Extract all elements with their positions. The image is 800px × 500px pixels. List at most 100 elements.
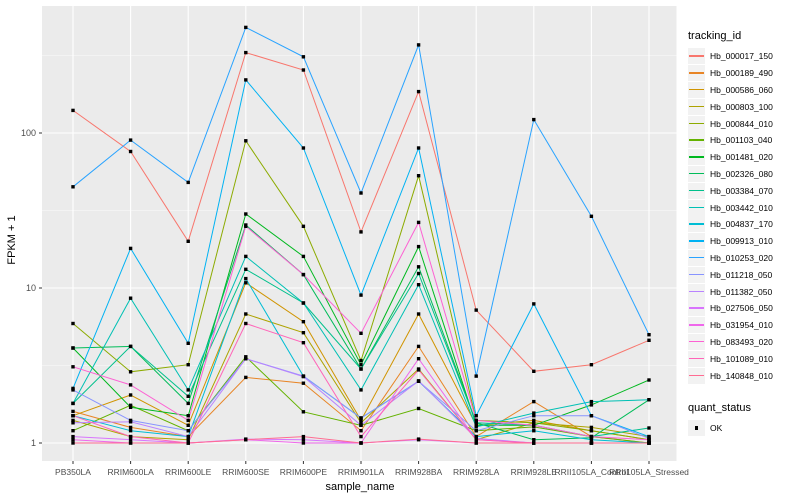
data-point xyxy=(128,405,133,409)
data-point xyxy=(474,421,478,425)
legend-key-line-icon xyxy=(689,88,704,91)
data-point xyxy=(301,331,306,335)
data-point xyxy=(71,438,75,442)
data-point xyxy=(416,265,421,269)
legend-key-line-icon xyxy=(689,374,704,376)
data-point xyxy=(71,401,75,406)
legend-key-box xyxy=(688,266,705,283)
legend-item-label: Hb_011218_050 xyxy=(710,269,773,280)
quant-status-legend: quant_status OK xyxy=(688,402,800,437)
data-point xyxy=(244,254,248,259)
legend-item-label: Hb_009913_010 xyxy=(710,236,773,247)
legend-key-line-icon xyxy=(689,223,704,225)
legend-key-box xyxy=(688,333,705,350)
legend-item-Hb_000844_010: Hb_000844_010 xyxy=(688,115,800,132)
legend-key-line-icon xyxy=(689,256,704,259)
legend-key-line-icon xyxy=(689,72,704,74)
data-point xyxy=(532,117,536,122)
y-tick-label: 10 xyxy=(26,283,36,293)
legend-key-line-icon xyxy=(689,324,704,326)
data-point xyxy=(301,224,306,228)
data-point xyxy=(186,394,190,398)
data-point xyxy=(301,320,306,324)
data-point xyxy=(71,429,75,433)
x-tick-label: RRIM600LE xyxy=(165,467,212,477)
data-point xyxy=(128,296,133,300)
data-point xyxy=(244,355,248,359)
x-tick-label: RRIM928LE xyxy=(511,467,558,477)
data-point xyxy=(186,429,190,433)
x-tick-label: RRIM600PE xyxy=(280,467,328,477)
data-point xyxy=(186,239,190,243)
legend-key-box xyxy=(688,249,705,266)
legend-item-label: OK xyxy=(710,423,723,434)
legend-item-Hb_011218_050: Hb_011218_050 xyxy=(688,266,800,283)
data-point xyxy=(474,434,478,439)
data-point xyxy=(71,108,75,113)
data-point xyxy=(416,379,421,383)
data-point xyxy=(128,425,133,430)
data-point xyxy=(647,398,651,402)
x-tick-label: RRIM600LA xyxy=(107,467,154,477)
data-point xyxy=(532,399,536,404)
data-point xyxy=(359,191,363,195)
data-point xyxy=(474,425,478,429)
data-point xyxy=(359,416,363,420)
legend-item-Hb_000189_490: Hb_000189_490 xyxy=(688,65,800,82)
data-point xyxy=(301,146,306,150)
data-point xyxy=(128,370,133,374)
legend-key-box xyxy=(688,81,705,98)
x-tick-label: RRIM928LA xyxy=(453,467,500,477)
legend-item-label: Hb_000189_490 xyxy=(710,68,773,79)
legend-item-label: Hb_000803_100 xyxy=(710,101,773,112)
data-point xyxy=(474,374,478,378)
legend-item-Hb_031954_010: Hb_031954_010 xyxy=(688,317,800,334)
data-point xyxy=(301,68,306,72)
data-point xyxy=(244,224,248,228)
data-point xyxy=(186,438,190,442)
data-point xyxy=(128,403,133,407)
legend-item-label: Hb_000017_150 xyxy=(710,51,773,62)
data-point xyxy=(359,331,363,335)
legend-item-Hb_003384_070: Hb_003384_070 xyxy=(688,182,800,199)
data-point xyxy=(589,429,594,433)
data-point xyxy=(244,139,248,143)
legend-item-label: Hb_083493_020 xyxy=(710,336,773,347)
data-point xyxy=(244,321,248,326)
data-point xyxy=(71,418,75,423)
data-point xyxy=(186,363,190,367)
data-point xyxy=(474,418,478,423)
legend-item-Hb_027506_050: Hb_027506_050 xyxy=(688,300,800,317)
legend-title-tracking-id: tracking_id xyxy=(688,30,742,42)
panel-background xyxy=(42,6,677,461)
legend-key-box xyxy=(688,283,705,300)
legend-key-line-icon xyxy=(689,139,704,141)
data-point xyxy=(71,388,75,392)
data-point xyxy=(416,43,421,47)
legend-item-Hb_011382_050: Hb_011382_050 xyxy=(688,283,800,300)
data-point xyxy=(244,438,248,442)
data-point xyxy=(301,434,306,439)
data-point xyxy=(589,363,594,367)
x-tick-label: RRIM928BA xyxy=(395,467,443,477)
data-point xyxy=(71,409,75,414)
data-point xyxy=(532,418,536,423)
legend-key-line-icon xyxy=(689,340,704,343)
legend-key-box xyxy=(688,317,705,334)
data-point xyxy=(71,421,75,425)
legend: tracking_id Hb_000017_150 Hb_000189_490 Hb… xyxy=(688,30,800,437)
legend-key-line-icon xyxy=(689,105,704,108)
legend-key-line-icon xyxy=(689,55,704,57)
data-point xyxy=(244,375,248,380)
data-point xyxy=(532,423,536,427)
data-point xyxy=(244,78,248,82)
data-point xyxy=(416,271,421,276)
data-point xyxy=(589,414,594,418)
data-point xyxy=(128,393,133,397)
legend-key-box xyxy=(688,233,705,250)
legend-item-label: Hb_000844_010 xyxy=(710,118,773,129)
legend-key-line-icon xyxy=(689,122,704,124)
legend-item-label: Hb_027506_050 xyxy=(710,303,773,314)
